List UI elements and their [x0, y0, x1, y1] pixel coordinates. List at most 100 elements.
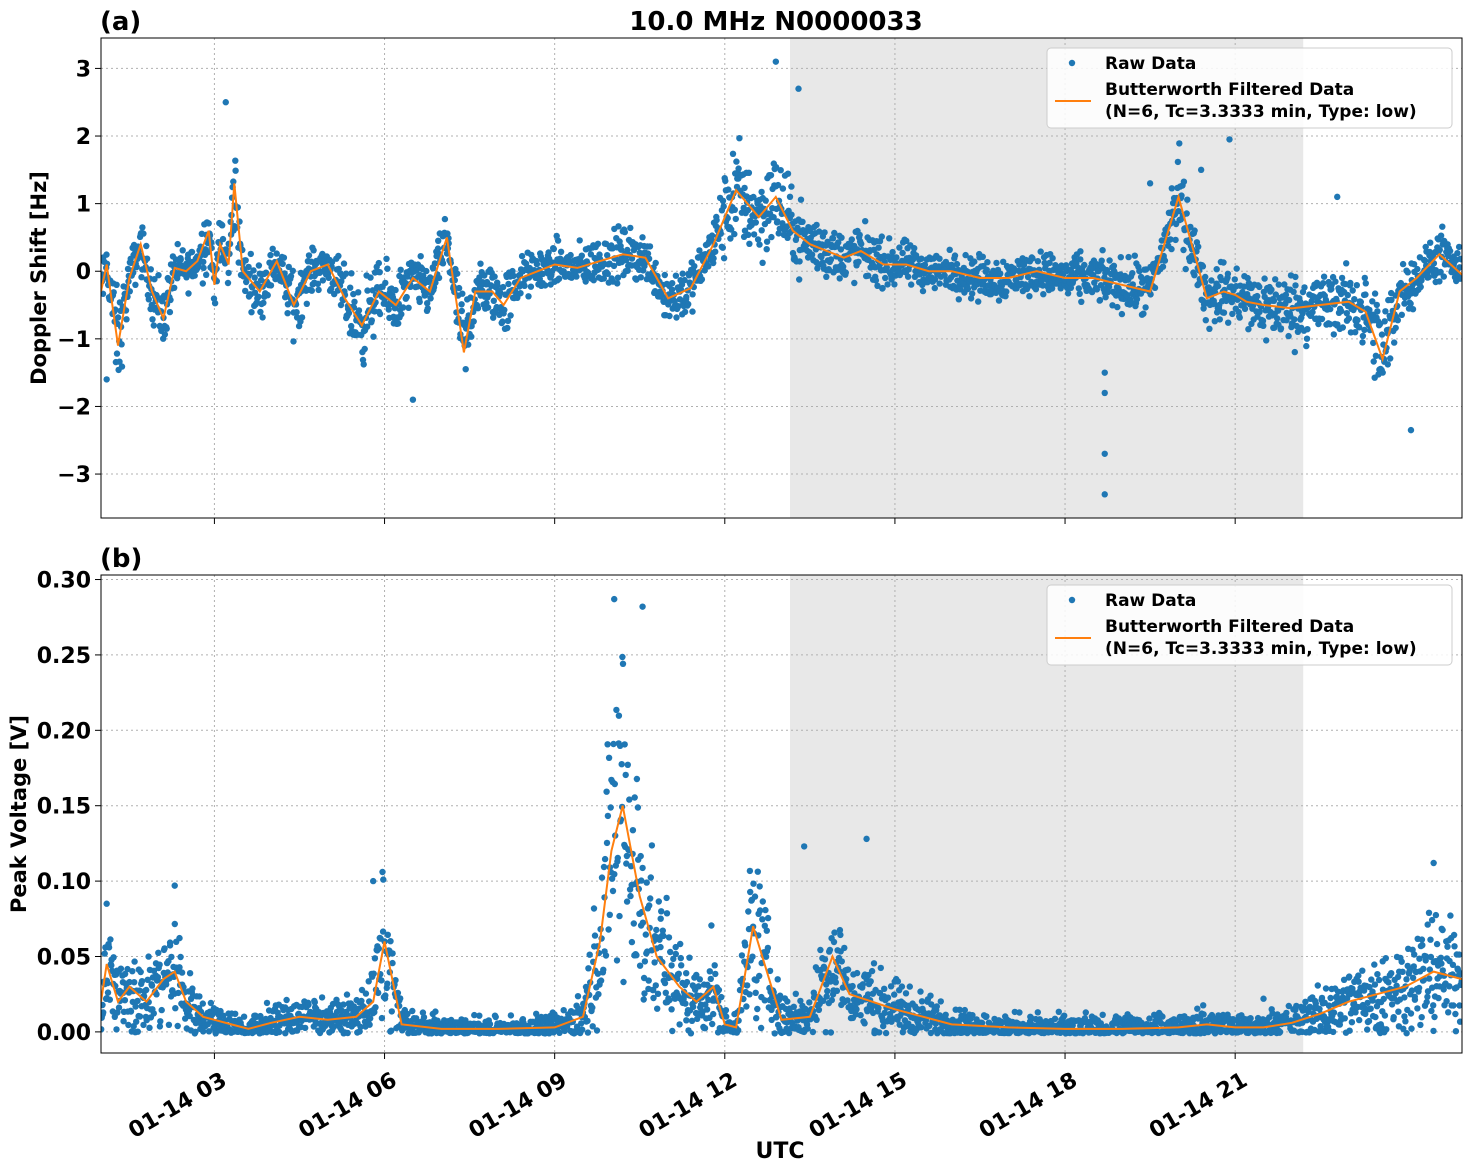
raw-data-point: [1274, 315, 1280, 321]
raw-data-point: [594, 1027, 600, 1033]
raw-data-point: [876, 1029, 882, 1035]
raw-data-point: [868, 978, 874, 984]
raw-data-point: [1427, 240, 1433, 246]
raw-data-point: [1303, 343, 1309, 349]
raw-data-point: [493, 1014, 499, 1020]
raw-data-point: [1200, 263, 1206, 269]
raw-data-outlier-point: [1198, 167, 1204, 173]
raw-data-point: [1225, 320, 1231, 326]
raw-data-point: [1077, 291, 1083, 297]
raw-data-point: [436, 275, 442, 281]
raw-data-point: [857, 1012, 863, 1018]
raw-data-point: [712, 249, 718, 255]
raw-data-point: [118, 966, 124, 972]
raw-data-point: [611, 871, 617, 877]
raw-data-point: [1214, 266, 1220, 272]
raw-data-point: [206, 220, 212, 226]
raw-data-point: [1374, 302, 1380, 308]
raw-data-point: [765, 915, 771, 921]
raw-data-point: [610, 888, 616, 894]
raw-data-point: [851, 280, 857, 286]
raw-data-point: [1439, 224, 1445, 230]
raw-data-point: [1301, 284, 1307, 290]
raw-data-point: [631, 920, 637, 926]
raw-data-point: [1077, 248, 1083, 254]
raw-data-point: [398, 311, 404, 317]
raw-data-point: [283, 997, 289, 1003]
raw-data-point: [927, 993, 933, 999]
raw-data-point: [932, 285, 938, 291]
raw-data-point: [1099, 247, 1105, 253]
raw-data-point: [745, 232, 751, 238]
raw-data-point: [1345, 292, 1351, 298]
raw-data-point: [1097, 297, 1103, 303]
raw-data-point: [1382, 318, 1388, 324]
raw-data-point: [1180, 247, 1186, 253]
raw-data-point: [658, 916, 664, 922]
raw-data-point: [1183, 266, 1189, 272]
raw-data-point: [243, 257, 249, 263]
raw-data-point: [500, 284, 506, 290]
raw-data-point: [658, 908, 664, 914]
raw-data-point: [875, 245, 881, 251]
raw-data-point: [1140, 311, 1146, 317]
raw-data-point: [747, 889, 753, 895]
raw-data-point: [749, 954, 755, 960]
raw-data-point: [619, 761, 625, 767]
raw-data-point: [839, 958, 845, 964]
raw-data-point: [666, 934, 672, 940]
raw-data-point: [854, 970, 860, 976]
raw-data-point: [604, 741, 610, 747]
raw-data-point: [891, 991, 897, 997]
raw-data-point: [1247, 1015, 1253, 1021]
raw-data-point: [417, 299, 423, 305]
raw-data-point: [756, 241, 762, 247]
raw-data-point: [1168, 246, 1174, 252]
raw-data-point: [837, 275, 843, 281]
raw-data-point: [361, 361, 367, 367]
raw-data-point: [456, 285, 462, 291]
raw-data-point: [584, 1018, 590, 1024]
raw-data-point: [501, 307, 507, 313]
raw-data-point: [746, 170, 752, 176]
raw-data-point: [485, 304, 491, 310]
raw-data-point: [666, 997, 672, 1003]
raw-data-point: [134, 998, 140, 1004]
raw-data-point: [736, 135, 742, 141]
raw-data-point: [608, 804, 614, 810]
raw-data-point: [683, 294, 689, 300]
legend-filtered-label-line2: (N=6, Tc=3.3333 min, Type: low): [1105, 102, 1417, 122]
raw-data-point: [857, 232, 863, 238]
raw-data-point: [899, 250, 905, 256]
raw-data-point: [379, 869, 385, 875]
raw-data-point: [579, 253, 585, 259]
raw-data-point: [695, 983, 701, 989]
raw-data-point: [129, 968, 135, 974]
raw-data-point: [1332, 278, 1338, 284]
raw-data-point: [248, 251, 254, 257]
raw-data-point: [669, 280, 675, 286]
raw-data-point: [855, 259, 861, 265]
raw-data-point: [1142, 304, 1148, 310]
raw-data-point: [954, 261, 960, 267]
raw-data-point: [862, 218, 868, 224]
raw-data-point: [284, 310, 290, 316]
raw-data-point: [1338, 308, 1344, 314]
raw-data-point: [305, 1002, 311, 1008]
raw-data-point: [151, 1010, 157, 1016]
raw-data-point: [1371, 358, 1377, 364]
raw-data-point: [718, 994, 724, 1000]
raw-data-point: [319, 994, 325, 1000]
raw-data-point: [1414, 266, 1420, 272]
raw-data-point: [772, 1030, 778, 1036]
raw-data-point: [1029, 255, 1035, 261]
raw-data-point: [372, 1004, 378, 1010]
raw-data-point: [220, 236, 226, 242]
raw-data-point: [823, 274, 829, 280]
y-tick-label: 1: [76, 193, 91, 218]
raw-data-point: [861, 1020, 867, 1026]
raw-data-point: [367, 274, 373, 280]
raw-data-point: [371, 971, 377, 977]
raw-data-point: [132, 1003, 138, 1009]
raw-data-point: [542, 282, 548, 288]
